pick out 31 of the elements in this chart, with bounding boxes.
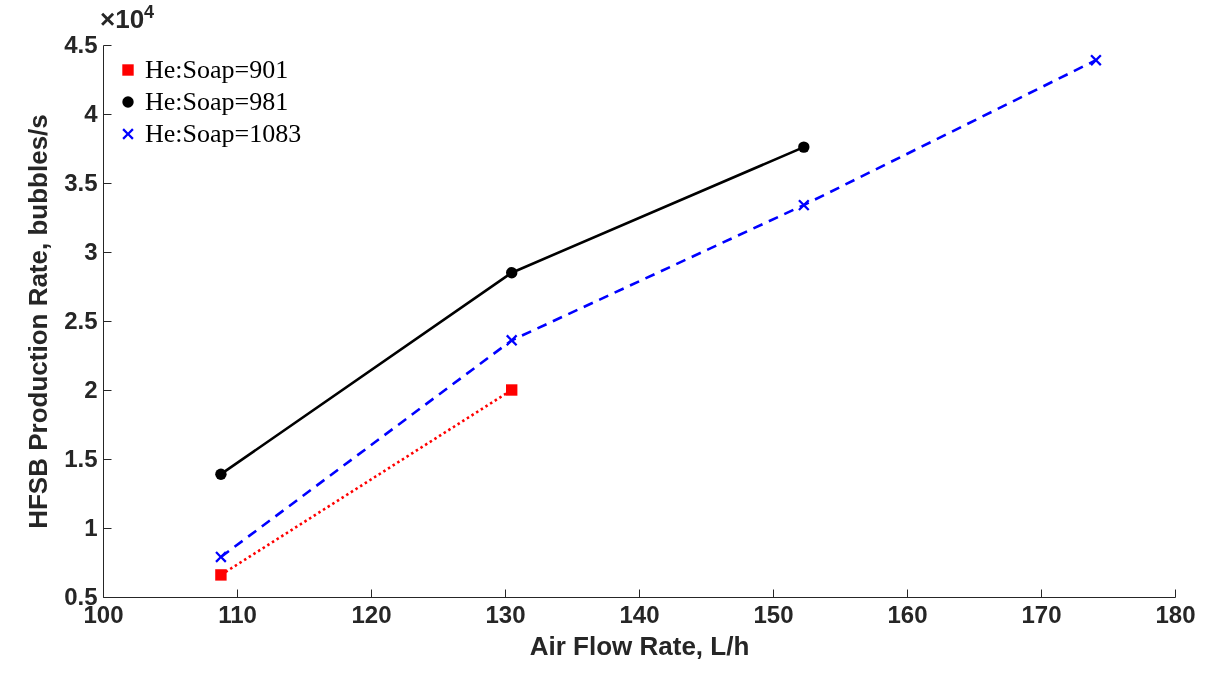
y-tick-label: 2 [84,375,98,403]
point [215,551,227,563]
point [798,199,810,211]
point [215,569,227,581]
text: ×10$^{4}$ [100,2,155,35]
point [798,141,810,153]
x-tick-label: 180 [1155,600,1196,628]
point [506,267,518,279]
point [1090,54,1102,66]
y-tick-label: 4 [84,99,99,127]
x-axis-title: Air Flow Rate, L/h [529,630,750,661]
y-tick-label: 1 [84,513,98,541]
x-tick-label: 140 [619,600,660,628]
legend-label: He:Soap=981 [145,87,289,116]
x-tick-label: 150 [753,600,794,628]
y-tick-label: 2.5 [64,306,98,334]
y-axis-title: HFSB Production Rate, bubbles/s [23,114,54,529]
x-tick-label: 130 [485,600,526,628]
point [215,468,227,480]
x-tick-label: 170 [1021,600,1062,628]
legend-label: He:Soap=1083 [145,119,302,148]
x-tick-label: 120 [351,600,392,628]
y-tick-label: 3.5 [64,168,98,196]
legend-label: He:Soap=901 [145,55,289,84]
y-tick-label: 3 [84,237,98,265]
point [506,384,518,396]
y-tick-label: 1.5 [64,444,98,472]
x-tick-label: 110 [218,600,257,628]
x-tick-label: 160 [887,600,928,628]
y-tick-label: 4.5 [64,30,98,58]
point [506,334,518,347]
